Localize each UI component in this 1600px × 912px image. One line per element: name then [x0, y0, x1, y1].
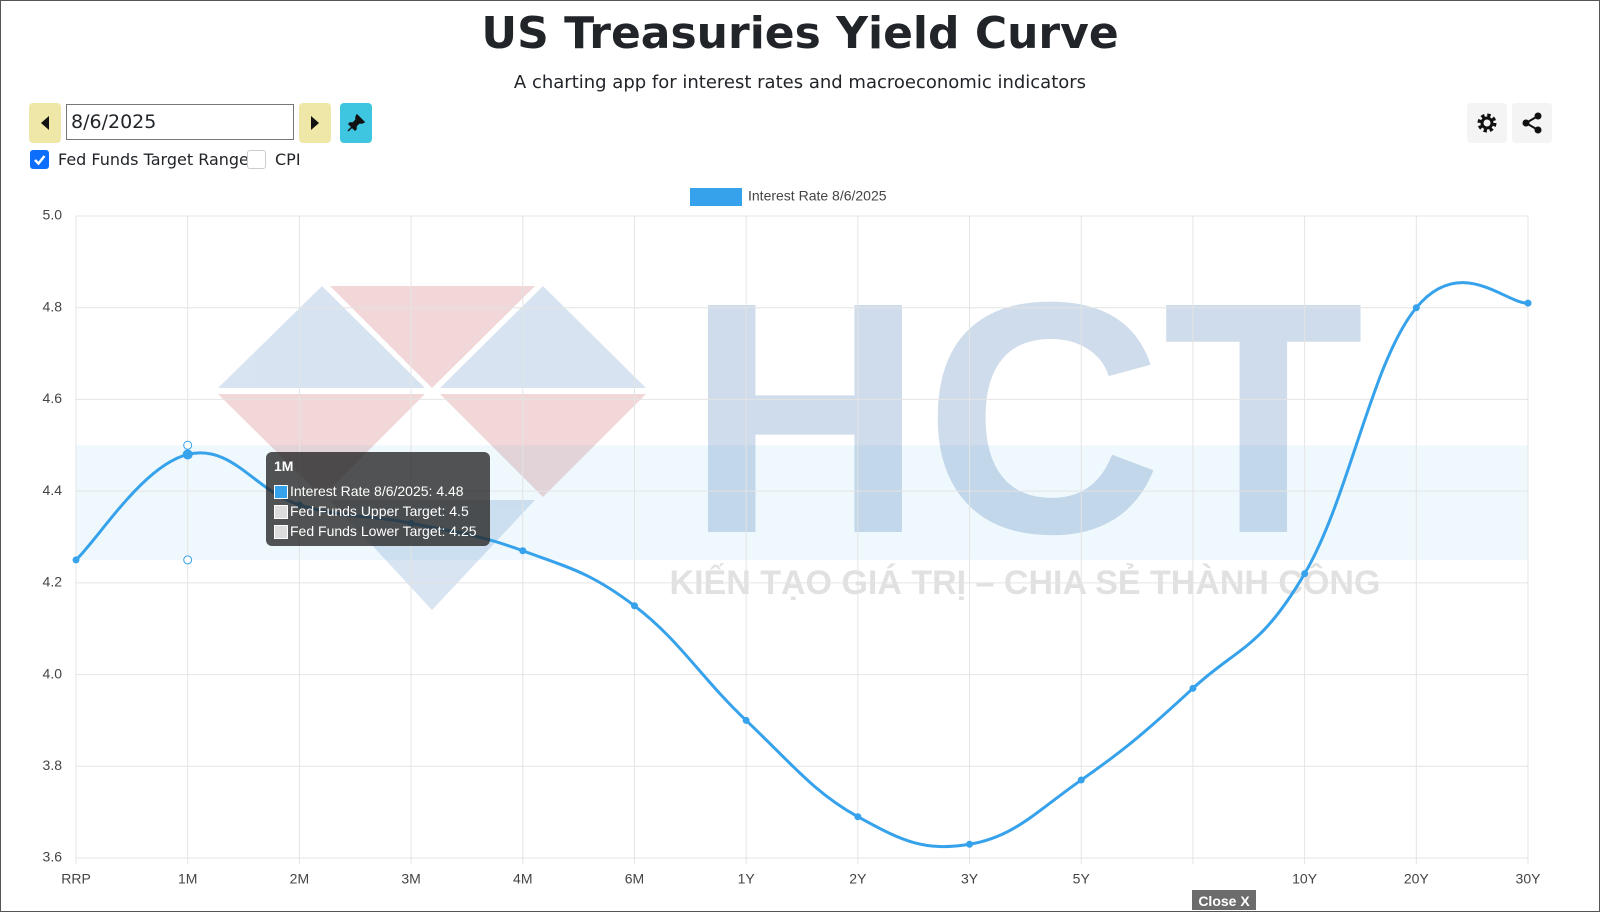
x-tick-label: 3M: [401, 871, 420, 887]
y-tick-label: 3.8: [43, 757, 63, 773]
data-point: [966, 840, 974, 848]
checkbox[interactable]: [247, 150, 266, 169]
logo-shape: [218, 286, 425, 388]
title: US Treasuries Yield Curve: [481, 8, 1119, 59]
logo-shape: [330, 286, 535, 388]
y-tick-label: 4.6: [43, 390, 63, 406]
date-input[interactable]: 8/6/2025: [66, 104, 294, 140]
watermark-logo: HCT: [686, 233, 1364, 602]
y-tick-label: 4.4: [43, 482, 63, 498]
x-tick-label: 20Y: [1404, 871, 1430, 887]
x-tick-label: 2Y: [849, 871, 867, 887]
data-point: [182, 449, 193, 460]
tooltip-line: Fed Funds Upper Target: 4.5: [290, 503, 469, 519]
prev-icon: [41, 116, 49, 130]
band-point: [183, 555, 193, 565]
data-point: [854, 813, 862, 821]
x-tick-label: 1M: [178, 871, 197, 887]
data-point: [1189, 684, 1197, 692]
legend-swatch: [690, 188, 742, 206]
settings-icon: [1477, 113, 1497, 133]
legend-label: Interest Rate 8/6/2025: [748, 188, 887, 204]
tooltip-swatch: [274, 505, 288, 519]
data-point: [72, 556, 80, 564]
y-tick-label: 5.0: [43, 207, 63, 223]
data-point: [1301, 570, 1309, 578]
x-tick-label: 2M: [290, 871, 309, 887]
data-point: [519, 547, 527, 555]
settings-button[interactable]: [1467, 103, 1507, 143]
data-point: [630, 602, 638, 610]
share-button[interactable]: [1512, 103, 1552, 143]
share-icon: [1522, 112, 1542, 134]
tooltip-title: 1M: [274, 458, 294, 474]
tooltip-line: Interest Rate 8/6/2025: 4.48: [290, 483, 464, 499]
prev-button[interactable]: [29, 103, 61, 143]
next-button[interactable]: [299, 103, 331, 143]
logo-shape: [440, 286, 646, 388]
logo-shape: [218, 394, 425, 497]
x-tick-label: 30Y: [1516, 871, 1542, 887]
close-button[interactable]: Close X: [1192, 890, 1256, 910]
x-tick-label: RRP: [61, 871, 91, 887]
x-tick-label: 4M: [513, 871, 532, 887]
data-point: [742, 716, 750, 724]
x-tick-label: 5Y: [1073, 871, 1091, 887]
tooltip-swatch: [274, 485, 288, 499]
tooltip: 1M Interest Rate 8/6/2025: 4.48 Fed Funds…: [266, 452, 490, 546]
checkbox-label: CPI: [275, 150, 301, 169]
logo-shape: [440, 394, 646, 497]
data-point: [1524, 299, 1532, 307]
checkbox[interactable]: [30, 150, 49, 169]
band-point: [183, 440, 193, 450]
check-icon: [34, 155, 46, 166]
x-tick-label: 6M: [625, 871, 644, 887]
checkbox-label: Fed Funds Target Range: [58, 150, 249, 169]
tooltip-line: Fed Funds Lower Target: 4.25: [290, 523, 477, 539]
data-point: [1412, 304, 1420, 312]
pin-icon: [347, 114, 365, 132]
y-tick-label: 3.6: [43, 849, 63, 865]
tooltip-swatch: [274, 525, 288, 539]
next-icon: [311, 116, 319, 130]
subtitle: A charting app for interest rates and ma…: [513, 72, 1087, 93]
x-tick-label: 10Y: [1292, 871, 1318, 887]
x-tick-label: 1Y: [738, 871, 756, 887]
y-tick-label: 4.8: [43, 298, 63, 314]
pin-button[interactable]: [340, 103, 372, 143]
x-tick-label: 3Y: [961, 871, 979, 887]
y-tick-label: 4.0: [43, 665, 63, 681]
y-tick-label: 4.2: [43, 574, 63, 590]
data-point: [1077, 776, 1085, 784]
